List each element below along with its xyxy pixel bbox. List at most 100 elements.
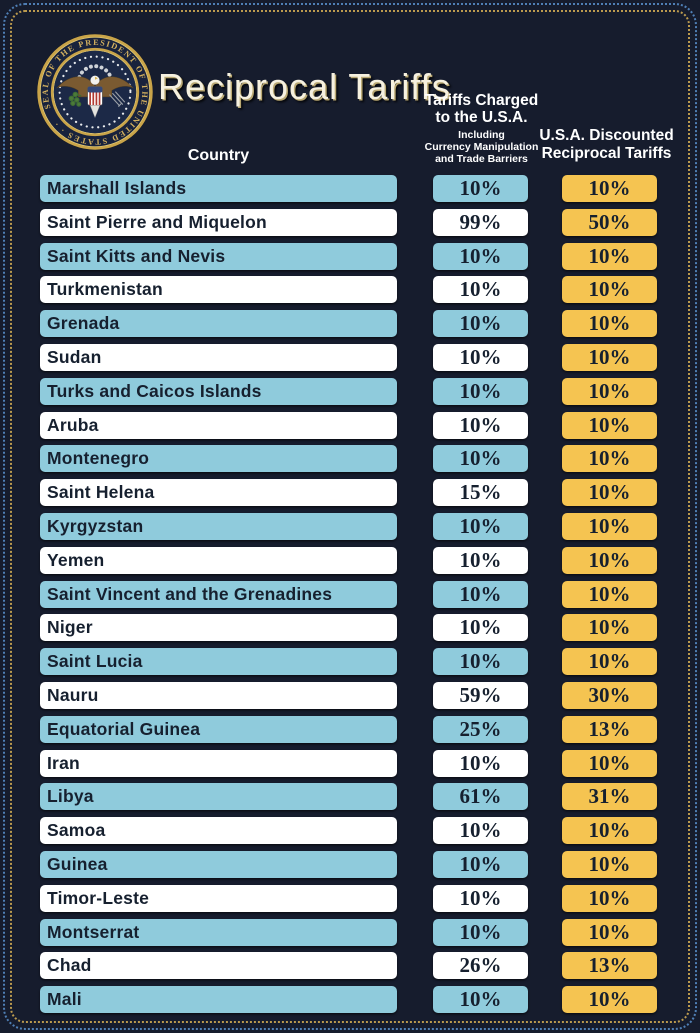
tariff-discounted-cell: 10% xyxy=(562,343,657,371)
tariff-charged-cell: 10% xyxy=(433,884,528,912)
country-cell: Aruba xyxy=(40,411,397,439)
country-cell: Chad xyxy=(40,952,397,980)
tariff-charged-cell: 10% xyxy=(433,580,528,608)
charged-header-sub1: Including xyxy=(458,129,505,141)
tariff-discounted-cell: 50% xyxy=(562,208,657,236)
table-row: Saint Kitts and Nevis 10% 10% xyxy=(0,242,700,270)
tariff-discounted-cell: 10% xyxy=(562,377,657,405)
table-row: Nauru 59% 30% xyxy=(0,681,700,709)
table-row: Guinea 10% 10% xyxy=(0,850,700,878)
tariff-discounted-cell: 31% xyxy=(562,783,657,811)
tariff-discounted-cell: 13% xyxy=(562,952,657,980)
charged-header-sub2: Currency Manipulation xyxy=(424,141,539,153)
tariff-charged-cell: 26% xyxy=(433,952,528,980)
tariff-discounted-cell: 10% xyxy=(562,918,657,946)
country-cell: Iran xyxy=(40,749,397,777)
table-row: Montenegro 10% 10% xyxy=(0,445,700,473)
tariff-discounted-cell: 10% xyxy=(562,749,657,777)
tariff-discounted-cell: 10% xyxy=(562,445,657,473)
column-header-country: Country xyxy=(187,147,250,164)
tariff-discounted-cell: 10% xyxy=(562,512,657,540)
table-row: Equatorial Guinea 25% 13% xyxy=(0,715,700,743)
tariff-charged-cell: 10% xyxy=(433,276,528,304)
tariff-charged-cell: 25% xyxy=(433,715,528,743)
table-row: Saint Vincent and the Grenadines 10% 10% xyxy=(0,580,700,608)
tariff-discounted-cell: 10% xyxy=(562,479,657,507)
country-cell: Saint Lucia xyxy=(40,648,397,676)
charged-header-sub3: and Trade Barriers xyxy=(435,153,528,165)
tariff-charged-cell: 10% xyxy=(433,749,528,777)
tariff-discounted-cell: 10% xyxy=(562,580,657,608)
country-cell: Montserrat xyxy=(40,918,397,946)
tariff-discounted-cell: 10% xyxy=(562,817,657,845)
tariff-charged-cell: 10% xyxy=(433,817,528,845)
tariff-discounted-cell: 10% xyxy=(562,546,657,574)
presidential-seal-icon: SEAL OF THE PRESIDENT OF THE UNITED STAT… xyxy=(36,33,154,151)
country-cell: Marshall Islands xyxy=(40,175,397,202)
table-row: Timor-Leste 10% 10% xyxy=(0,884,700,912)
tariff-charged-cell: 59% xyxy=(433,681,528,709)
tariff-charged-cell: 10% xyxy=(433,175,528,202)
country-cell: Saint Pierre and Miquelon xyxy=(40,208,397,236)
table-row: Turkmenistan 10% 10% xyxy=(0,276,700,304)
table-row: Samoa 10% 10% xyxy=(0,817,700,845)
tariff-charged-cell: 10% xyxy=(433,411,528,439)
tariff-discounted-cell: 10% xyxy=(562,276,657,304)
column-header-discounted-tariffs: U.S.A. Discounted Reciprocal Tariffs xyxy=(526,127,687,162)
table-row: Turks and Caicos Islands 10% 10% xyxy=(0,377,700,405)
tariff-discounted-cell: 10% xyxy=(562,242,657,270)
column-header-tariffs-charged: Tariffs Charged to the U.S.A. Including … xyxy=(398,92,565,165)
tariff-charged-cell: 10% xyxy=(433,343,528,371)
table-row: Iran 10% 10% xyxy=(0,749,700,777)
table-row: Chad 26% 13% xyxy=(0,952,700,980)
country-cell: Saint Kitts and Nevis xyxy=(40,242,397,270)
charged-header-line2: to the U.S.A. xyxy=(435,109,528,126)
table-row: Kyrgyzstan 10% 10% xyxy=(0,512,700,540)
country-cell: Nauru xyxy=(40,681,397,709)
discounted-header-line2: Reciprocal Tariffs xyxy=(541,144,672,162)
table-row: Mali 10% 10% xyxy=(0,986,700,1014)
country-cell: Montenegro xyxy=(40,445,397,473)
tariff-discounted-cell: 13% xyxy=(562,715,657,743)
tariff-charged-cell: 61% xyxy=(433,783,528,811)
tariff-charged-cell: 10% xyxy=(433,310,528,338)
tariff-discounted-cell: 30% xyxy=(562,681,657,709)
tariff-charged-cell: 10% xyxy=(433,546,528,574)
country-cell: Equatorial Guinea xyxy=(40,715,397,743)
tariff-charged-cell: 15% xyxy=(433,479,528,507)
tariff-charged-cell: 10% xyxy=(433,986,528,1014)
tariff-charged-cell: 10% xyxy=(433,377,528,405)
tariff-discounted-cell: 10% xyxy=(562,310,657,338)
tariff-charged-cell: 10% xyxy=(433,918,528,946)
country-cell: Turks and Caicos Islands xyxy=(40,377,397,405)
charged-header-line1: Tariffs Charged xyxy=(424,92,539,109)
country-cell: Saint Vincent and the Grenadines xyxy=(40,580,397,608)
country-cell: Sudan xyxy=(40,343,397,371)
tariff-discounted-cell: 10% xyxy=(562,614,657,642)
table-row: Grenada 10% 10% xyxy=(0,310,700,338)
country-cell: Timor-Leste xyxy=(40,884,397,912)
country-cell: Niger xyxy=(40,614,397,642)
tariff-discounted-cell: 10% xyxy=(562,411,657,439)
tariff-discounted-cell: 10% xyxy=(562,986,657,1014)
country-cell: Guinea xyxy=(40,850,397,878)
tariff-charged-cell: 10% xyxy=(433,445,528,473)
table-row: Libya 61% 31% xyxy=(0,783,700,811)
tariff-charged-cell: 10% xyxy=(433,648,528,676)
table-row: Yemen 10% 10% xyxy=(0,546,700,574)
page-title: Reciprocal Tariffs xyxy=(158,66,451,107)
table-row: Sudan 10% 10% xyxy=(0,343,700,371)
table-row: Saint Helena 15% 10% xyxy=(0,479,700,507)
tariff-discounted-cell: 10% xyxy=(562,850,657,878)
country-cell: Samoa xyxy=(40,817,397,845)
table-row: Montserrat 10% 10% xyxy=(0,918,700,946)
table-row: Marshall Islands 10% 10% xyxy=(0,175,700,202)
tariff-charged-cell: 10% xyxy=(433,850,528,878)
country-cell: Saint Helena xyxy=(40,479,397,507)
tariff-discounted-cell: 10% xyxy=(562,884,657,912)
table-body: Marshall Islands 10% 10% Saint Pierre and M… xyxy=(0,175,700,1020)
tariff-charged-cell: 10% xyxy=(433,512,528,540)
tariff-charged-cell: 10% xyxy=(433,614,528,642)
discounted-header-line1: U.S.A. Discounted xyxy=(539,127,674,144)
country-cell: Turkmenistan xyxy=(40,276,397,304)
